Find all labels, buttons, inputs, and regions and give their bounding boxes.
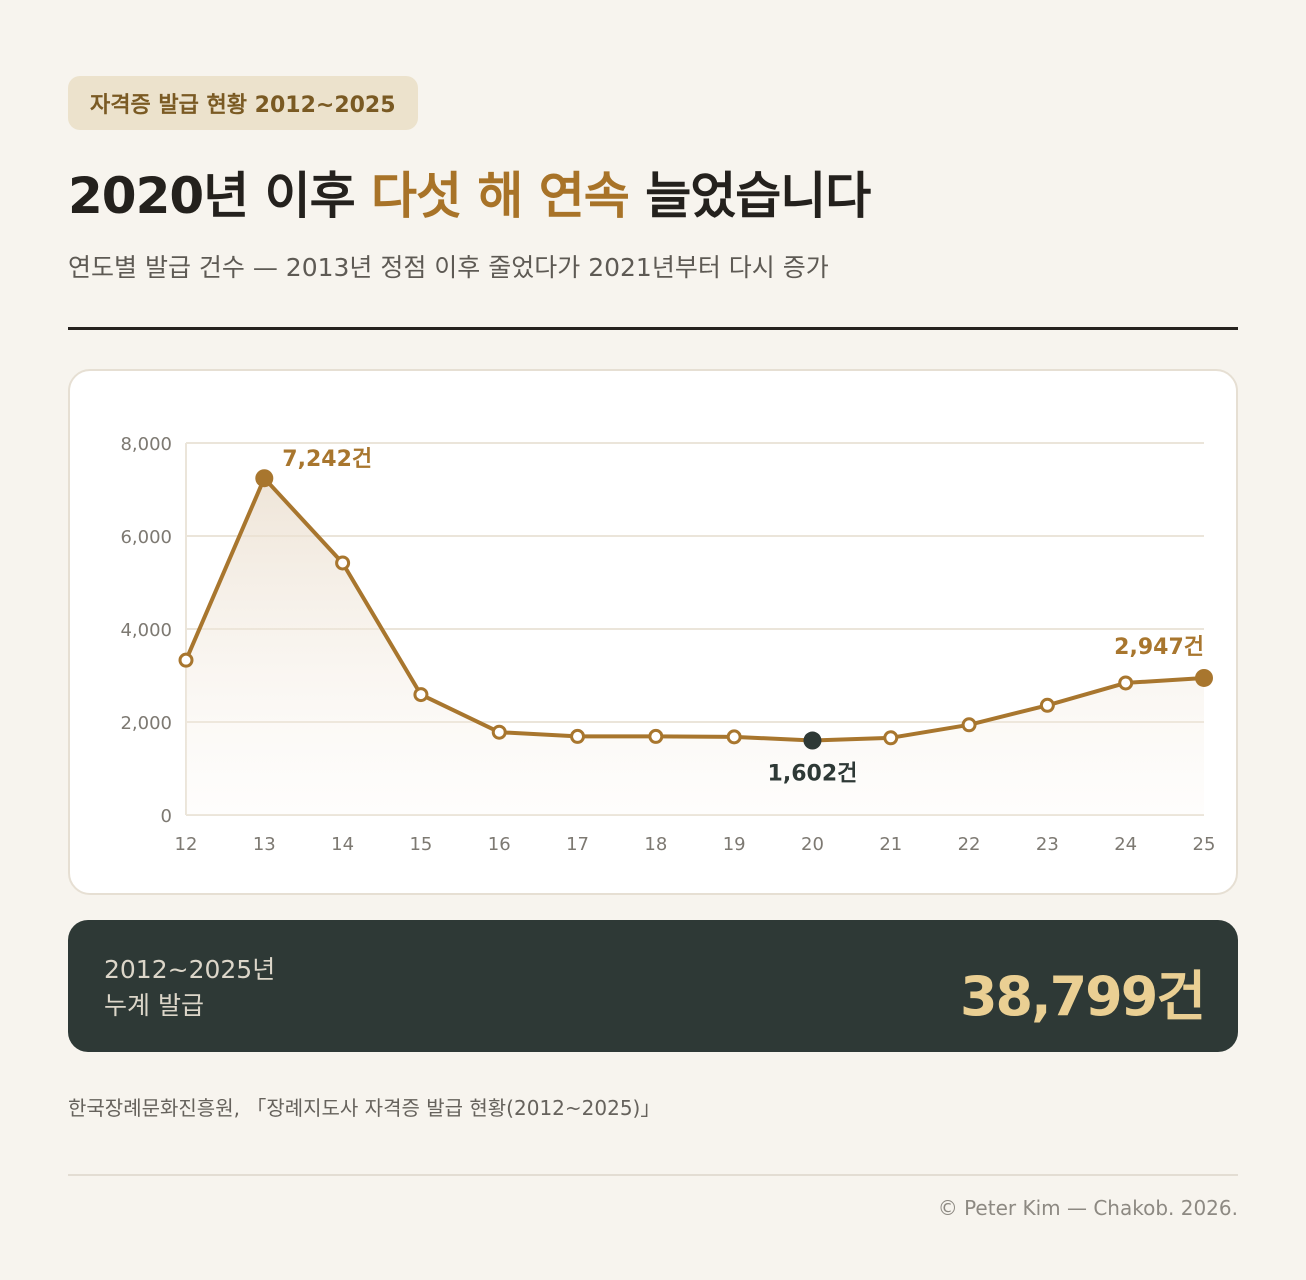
total-value: 38,799건 (959, 965, 1206, 1028)
total-label: 2012~2025년 누계 발급 (104, 952, 275, 1024)
series-line (184, 476, 1206, 743)
data-point (491, 724, 507, 740)
y-tick-label: 0 (161, 806, 172, 827)
x-tick-label: 22 (958, 834, 981, 855)
headline-highlight: 다섯 해 연속 (370, 167, 630, 225)
line-chart: 0 2,000 4,000 6,000 8,000 12 13 14 15 16 17 18 19 20… (120, 434, 1216, 855)
area-fill (186, 478, 1204, 815)
footer-divider (68, 1174, 1238, 1176)
data-point-highlight (1195, 668, 1213, 687)
data-point (335, 555, 351, 571)
data-point (1118, 675, 1134, 691)
data-point-highlight (255, 469, 274, 488)
x-tick-label: 16 (488, 834, 511, 855)
topic-tag-label: 자격증 발급 현황 2012~2025 (90, 93, 396, 118)
data-label-low: 1,602건 (768, 762, 858, 787)
x-tick-label: 19 (723, 834, 746, 855)
x-tick-label: 13 (253, 834, 276, 855)
x-tick-label: 20 (801, 834, 824, 855)
headline-part1: 2020년 이후 (68, 167, 371, 225)
data-label-latest: 2,947건 (1114, 635, 1204, 660)
data-point (178, 652, 194, 668)
data-point-low (803, 731, 822, 750)
data-point (570, 728, 586, 744)
data-point (648, 728, 664, 744)
headline: 2020년 이후 다섯 해 연속 늘었습니다 (68, 156, 871, 228)
x-tick-label: 23 (1036, 834, 1059, 855)
y-tick-label: 8,000 (120, 434, 172, 455)
x-tick-label: 18 (644, 834, 667, 855)
subtitle: 연도별 발급 건수 — 2013년 정점 이후 줄었다가 2021년부터 다시 … (68, 253, 829, 282)
data-points (178, 469, 1213, 750)
header-divider (68, 327, 1238, 330)
data-label-peak: 7,242건 (282, 447, 372, 472)
headline-part2: 늘었습니다 (628, 167, 871, 225)
data-point (961, 717, 977, 733)
y-tick-label: 6,000 (120, 527, 172, 548)
x-tick-label: 12 (175, 834, 198, 855)
x-tick-label: 21 (879, 834, 902, 855)
x-tick-label: 15 (409, 834, 432, 855)
data-point (413, 687, 429, 703)
topic-tag: 자격증 발급 현황 2012~2025 (68, 76, 418, 130)
data-point (883, 730, 899, 746)
x-tick-label: 14 (331, 834, 354, 855)
source-note: 한국장례문화진흥원, 「장례지도사 자격증 발급 현황(2012~2025)」 (68, 1096, 661, 1120)
credit: © Peter Kim — Chakob. 2026. (937, 1196, 1238, 1220)
chart-card: 0 2,000 4,000 6,000 8,000 12 13 14 15 16 17 18 19 20… (68, 369, 1238, 895)
total-panel: 2012~2025년 누계 발급 38,799건 (68, 920, 1238, 1052)
x-tick-label: 17 (566, 834, 589, 855)
data-labels: 7,242건 1,602건 2,947건 (282, 447, 1204, 786)
y-tick-label: 4,000 (120, 620, 172, 641)
x-axis-ticks: 12 13 14 15 16 17 18 19 20 21 22 23 24 25 (175, 834, 1216, 855)
data-point (726, 729, 742, 745)
x-tick-label: 25 (1193, 834, 1216, 855)
x-tick-label: 24 (1114, 834, 1137, 855)
y-axis-ticks: 0 2,000 4,000 6,000 8,000 (120, 434, 172, 827)
data-point (1039, 697, 1055, 713)
total-label-caption: 누계 발급 (104, 991, 204, 1020)
y-tick-label: 2,000 (120, 713, 172, 734)
total-label-period: 2012~2025년 (104, 955, 276, 984)
